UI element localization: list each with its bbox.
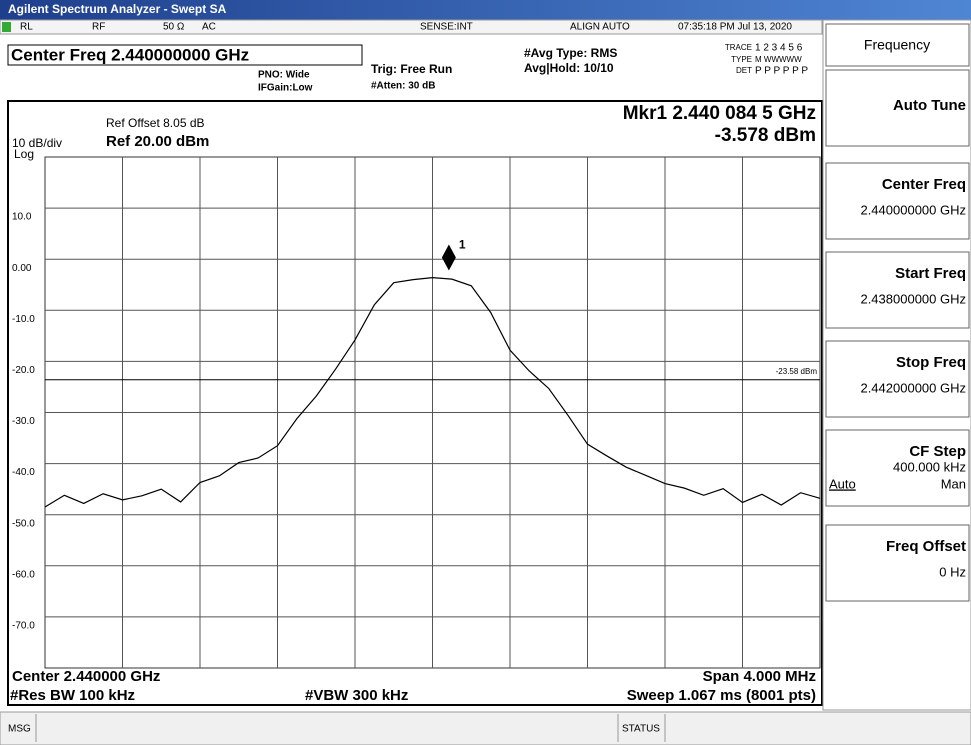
- avg-hold: Avg|Hold: 10/10: [524, 61, 614, 75]
- softkey-label: Center Freq: [882, 176, 966, 193]
- scale: 10 dB/div: [12, 136, 62, 150]
- status-icon: [2, 22, 11, 32]
- y-tick-label: -20.0: [12, 365, 35, 376]
- softkey-option: Man: [941, 476, 966, 491]
- ref-offset: Ref Offset 8.05 dB: [106, 116, 205, 130]
- softkey-value: 0 Hz: [939, 564, 966, 579]
- softkey[interactable]: [825, 524, 970, 602]
- softkey-label: Auto Tune: [893, 97, 966, 114]
- trace: [44, 276, 821, 508]
- scale-type: Log: [14, 147, 34, 161]
- center-freq-box: [7, 44, 363, 66]
- sweep: Sweep 1.067 ms (8001 pts): [627, 687, 816, 704]
- softkeys: Auto Tune Center Freq 2.440000000 GHz Start…: [825, 69, 970, 602]
- softkey-value: 400.000 kHz: [893, 459, 966, 474]
- trace-numbers: 1 2 3 4 5 6: [755, 43, 803, 54]
- status-rf: RF: [92, 22, 105, 33]
- display-line-label: -23.58 dBm: [776, 367, 818, 376]
- marker-label: 1: [459, 238, 466, 252]
- trace-label: TRACE: [725, 43, 752, 52]
- softkey-label: Stop Freq: [896, 354, 966, 371]
- status-sense: SENSE:INT: [420, 22, 473, 33]
- y-tick-label: -10.0: [12, 314, 35, 325]
- marker-readout-freq: Mkr1 2.440 084 5 GHz: [623, 103, 816, 124]
- softkey[interactable]: [825, 251, 970, 329]
- status: STATUS: [622, 724, 660, 735]
- pno: PNO: Wide: [258, 70, 310, 81]
- status-line: [0, 19, 823, 35]
- atten: #Atten: 30 dB: [371, 81, 435, 92]
- softkey-option: Auto: [829, 476, 856, 491]
- rbw: #Res BW 100 kHz: [10, 687, 135, 704]
- trig: Trig: Free Run: [371, 62, 452, 76]
- center-freq: Center Freq 2.440000000 GHz: [11, 45, 249, 64]
- softkey-label: Freq Offset: [886, 538, 966, 555]
- status-coupling: AC: [202, 22, 216, 33]
- softkey[interactable]: [825, 429, 970, 507]
- ifgain: IFGain:Low: [258, 83, 313, 94]
- trace-types: M WWWWW: [755, 55, 802, 64]
- menu-title: Frequency: [864, 37, 930, 53]
- timestamp: 07:35:18 PM Jul 13, 2020: [678, 22, 792, 33]
- vbw: #VBW 300 kHz: [305, 687, 408, 704]
- softkey-label: CF Step: [909, 443, 966, 460]
- type-label: TYPE: [731, 55, 752, 64]
- softkey[interactable]: [825, 69, 970, 147]
- softkey[interactable]: [825, 162, 970, 240]
- window-title: Agilent Spectrum Analyzer - Swept SA: [8, 2, 227, 16]
- softkey-value: 2.442000000 GHz: [860, 380, 966, 395]
- softkey-value: 2.438000000 GHz: [860, 291, 966, 306]
- y-tick-label: 0.00: [12, 263, 32, 274]
- graticule-frame: [7, 100, 823, 706]
- status-impedance: 50 Ω: [163, 22, 185, 33]
- marker-readout-value: -3.578 dBm: [715, 125, 816, 146]
- center: Center 2.440000 GHz: [12, 668, 160, 685]
- y-tick-label: -60.0: [12, 569, 35, 580]
- softkey-label: Start Freq: [895, 265, 966, 282]
- menu-title-box: [825, 23, 970, 67]
- span: Span 4.000 MHz: [703, 668, 816, 685]
- ref-level: Ref 20.00 dBm: [106, 133, 209, 150]
- trace-detectors: P P P P P P: [755, 66, 808, 77]
- y-tick-label: -70.0: [12, 621, 35, 632]
- bottom-bar: [0, 711, 971, 745]
- plot: 10.0 0.00 -10.0 -20.0 -30.0 -40.0 -50.0 -60.0 -7…: [12, 156, 821, 669]
- y-tick-label: -30.0: [12, 416, 35, 427]
- status-rl: RL: [20, 22, 33, 33]
- det-label: DET: [736, 66, 752, 75]
- softkey-value: 2.440000000 GHz: [860, 202, 966, 217]
- marker: [441, 244, 456, 271]
- softkey[interactable]: [825, 340, 970, 418]
- avg-type: #Avg Type: RMS: [524, 46, 617, 60]
- y-tick-label: -50.0: [12, 518, 35, 529]
- y-tick-label: -40.0: [12, 467, 35, 478]
- status-align: ALIGN AUTO: [570, 22, 630, 33]
- y-tick-label: 10.0: [12, 212, 32, 223]
- msg: MSG: [8, 724, 31, 735]
- title-bar: [0, 0, 971, 20]
